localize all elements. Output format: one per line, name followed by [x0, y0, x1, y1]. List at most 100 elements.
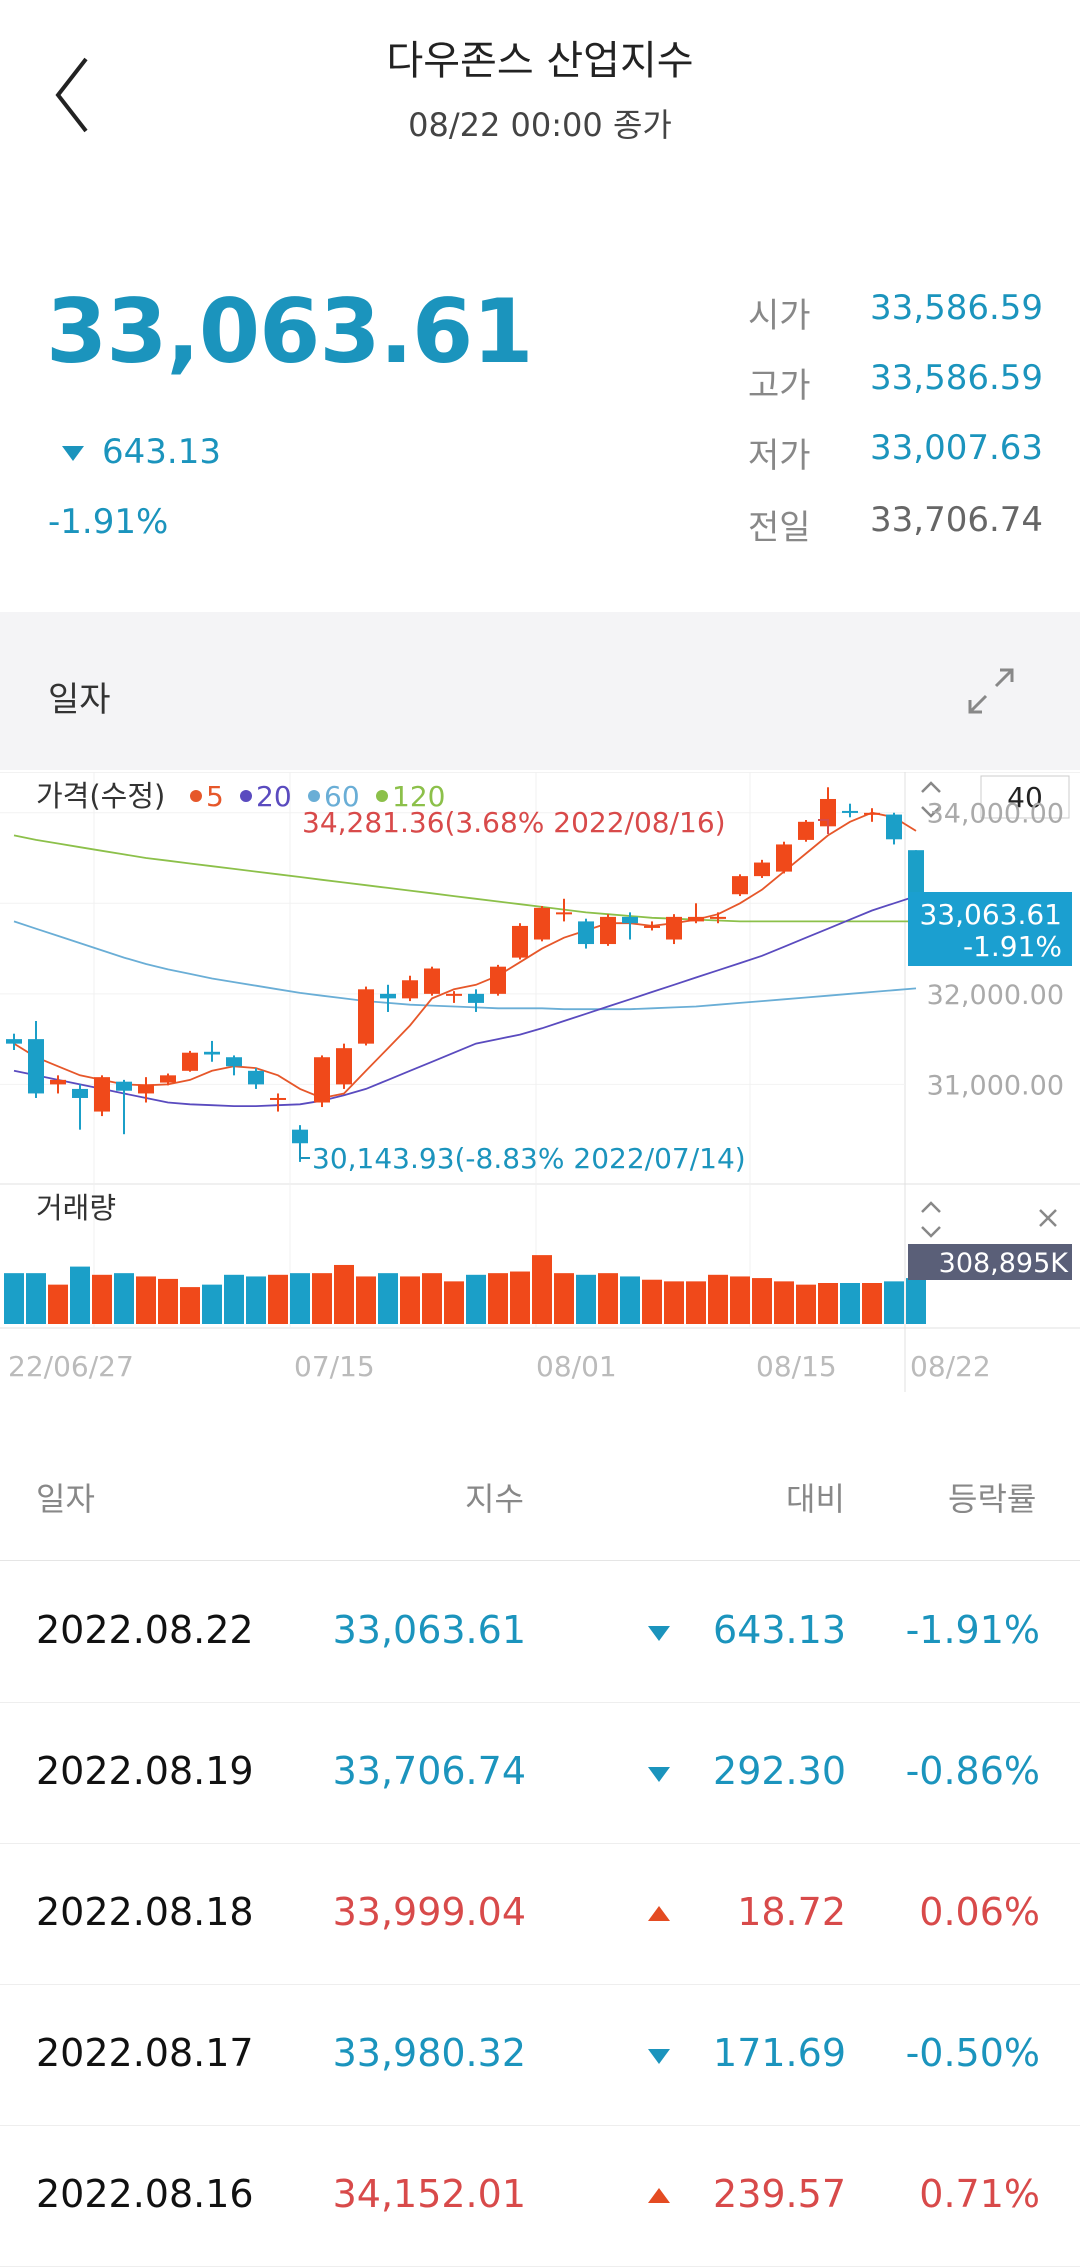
expand-arrows-icon[interactable]	[966, 666, 1016, 716]
legend-item: 60	[308, 780, 360, 813]
row-index: 33,706.74	[332, 1749, 526, 1793]
row-percent: 0.06%	[919, 1890, 1040, 1934]
volume-bar	[730, 1276, 750, 1324]
current-price-tag	[908, 892, 1072, 966]
candle	[72, 1084, 88, 1130]
candle	[688, 903, 704, 924]
back-arrow-icon[interactable]	[52, 55, 92, 135]
volume-bar	[92, 1274, 112, 1324]
candle	[226, 1055, 242, 1076]
candle	[204, 1040, 220, 1062]
stat-label-open: 시가	[748, 296, 811, 336]
volume-bar	[400, 1276, 420, 1324]
volume-bar	[268, 1274, 288, 1324]
candle	[468, 989, 484, 1012]
volume-bar	[114, 1273, 134, 1324]
volume-bar	[356, 1276, 376, 1324]
volume-bar	[488, 1273, 508, 1324]
volume-bar	[312, 1273, 332, 1324]
volume-bar	[642, 1279, 662, 1324]
row-change: 643.13	[713, 1608, 846, 1652]
col-header-change[interactable]: 대비	[786, 1480, 845, 1518]
current-price: 33,063.61	[46, 280, 533, 383]
col-header-percent[interactable]: 등락률	[948, 1480, 1037, 1518]
chart-period-label[interactable]: 일자	[48, 680, 111, 720]
volume-bar	[26, 1273, 46, 1324]
down-triangle-icon	[648, 1626, 670, 1641]
stat-value-prev: 33,706.74	[870, 500, 1044, 540]
period-box[interactable]	[980, 775, 1070, 819]
candle	[864, 808, 880, 822]
candle	[490, 964, 506, 996]
candle	[886, 812, 902, 845]
row-date: 2022.08.16	[36, 2172, 254, 2216]
volume-bar	[906, 1278, 926, 1324]
legend-dot-icon	[376, 790, 388, 802]
volume-bar	[532, 1255, 552, 1324]
table-row[interactable]: 2022.08.16 34,152.01 239.57 0.71%	[0, 2126, 1080, 2267]
candle	[710, 912, 726, 924]
candle	[842, 803, 858, 818]
table-row[interactable]: 2022.08.19 33,706.74 292.30 -0.86%	[0, 1703, 1080, 1844]
volume-bar	[4, 1273, 24, 1324]
legend-label: 60	[324, 780, 360, 813]
y-tick-label: 31,000.00	[927, 1070, 1064, 1101]
col-header-date[interactable]: 일자	[36, 1480, 95, 1518]
volume-bar	[620, 1276, 640, 1324]
volume-tag-value: 308,895K	[939, 1248, 1070, 1279]
row-percent: -1.91%	[905, 1608, 1040, 1652]
period-box-value[interactable]: 40	[1007, 781, 1043, 814]
legend-label: 5	[206, 780, 224, 813]
volume-bar	[510, 1271, 530, 1324]
row-index: 33,980.32	[332, 2031, 526, 2075]
page-subtitle: 08/22 00:00 종가	[408, 106, 672, 144]
table-row[interactable]: 2022.08.18 33,999.04 18.72 0.06%	[0, 1844, 1080, 1985]
col-header-index[interactable]: 지수	[465, 1480, 524, 1518]
candle	[512, 923, 528, 960]
table-row[interactable]: 2022.08.17 33,980.32 171.69 -0.50%	[0, 1985, 1080, 2126]
x-tick-label: 08/22	[910, 1350, 991, 1383]
legend-item: 120	[376, 780, 445, 813]
candle	[6, 1033, 22, 1050]
volume-bar	[70, 1266, 90, 1324]
row-date: 2022.08.22	[36, 1608, 254, 1652]
volume-bar	[796, 1284, 816, 1324]
candle	[622, 912, 638, 940]
stat-label-prev: 전일	[748, 508, 811, 548]
candle	[402, 975, 418, 1002]
candle	[798, 819, 814, 842]
close-icon[interactable]	[1039, 1209, 1057, 1227]
price-chart[interactable]: 가격(수정) 5 20 60 120 40 34,281.36(3.68% 2022/…	[0, 772, 1080, 1392]
legend-item: 20	[240, 780, 292, 813]
volume-bar	[840, 1283, 860, 1324]
volume-bar	[378, 1273, 398, 1324]
volume-title: 거래량	[36, 1191, 116, 1225]
candle	[446, 991, 462, 1003]
candle	[28, 1021, 44, 1098]
row-percent: -0.50%	[905, 2031, 1040, 2075]
candle	[578, 918, 594, 949]
row-date: 2022.08.17	[36, 2031, 254, 2075]
down-triangle-icon	[648, 1767, 670, 1782]
candle	[358, 986, 374, 1046]
row-change: 18.72	[737, 1890, 846, 1934]
x-tick-label: 07/15	[294, 1350, 375, 1383]
stat-value-open: 33,586.59	[870, 288, 1044, 328]
row-percent: 0.71%	[919, 2172, 1040, 2216]
volume-bar	[752, 1278, 772, 1324]
legend-dot-icon	[190, 790, 202, 802]
period-stepper-icon[interactable]	[921, 781, 941, 818]
up-triangle-icon	[648, 2188, 670, 2203]
x-tick-label: 08/01	[536, 1350, 617, 1383]
row-date: 2022.08.19	[36, 1749, 254, 1793]
candle	[732, 874, 748, 897]
candle	[644, 921, 660, 931]
table-row[interactable]: 2022.08.22 33,063.61 643.13 -1.91%	[0, 1562, 1080, 1703]
row-percent: -0.86%	[905, 1749, 1040, 1793]
row-index: 34,152.01	[332, 2172, 526, 2216]
legend-item: 5	[190, 780, 224, 813]
row-change: 292.30	[713, 1749, 846, 1793]
candle	[248, 1068, 264, 1089]
volume-bar	[598, 1273, 618, 1324]
volume-stepper-icon[interactable]	[921, 1201, 941, 1238]
